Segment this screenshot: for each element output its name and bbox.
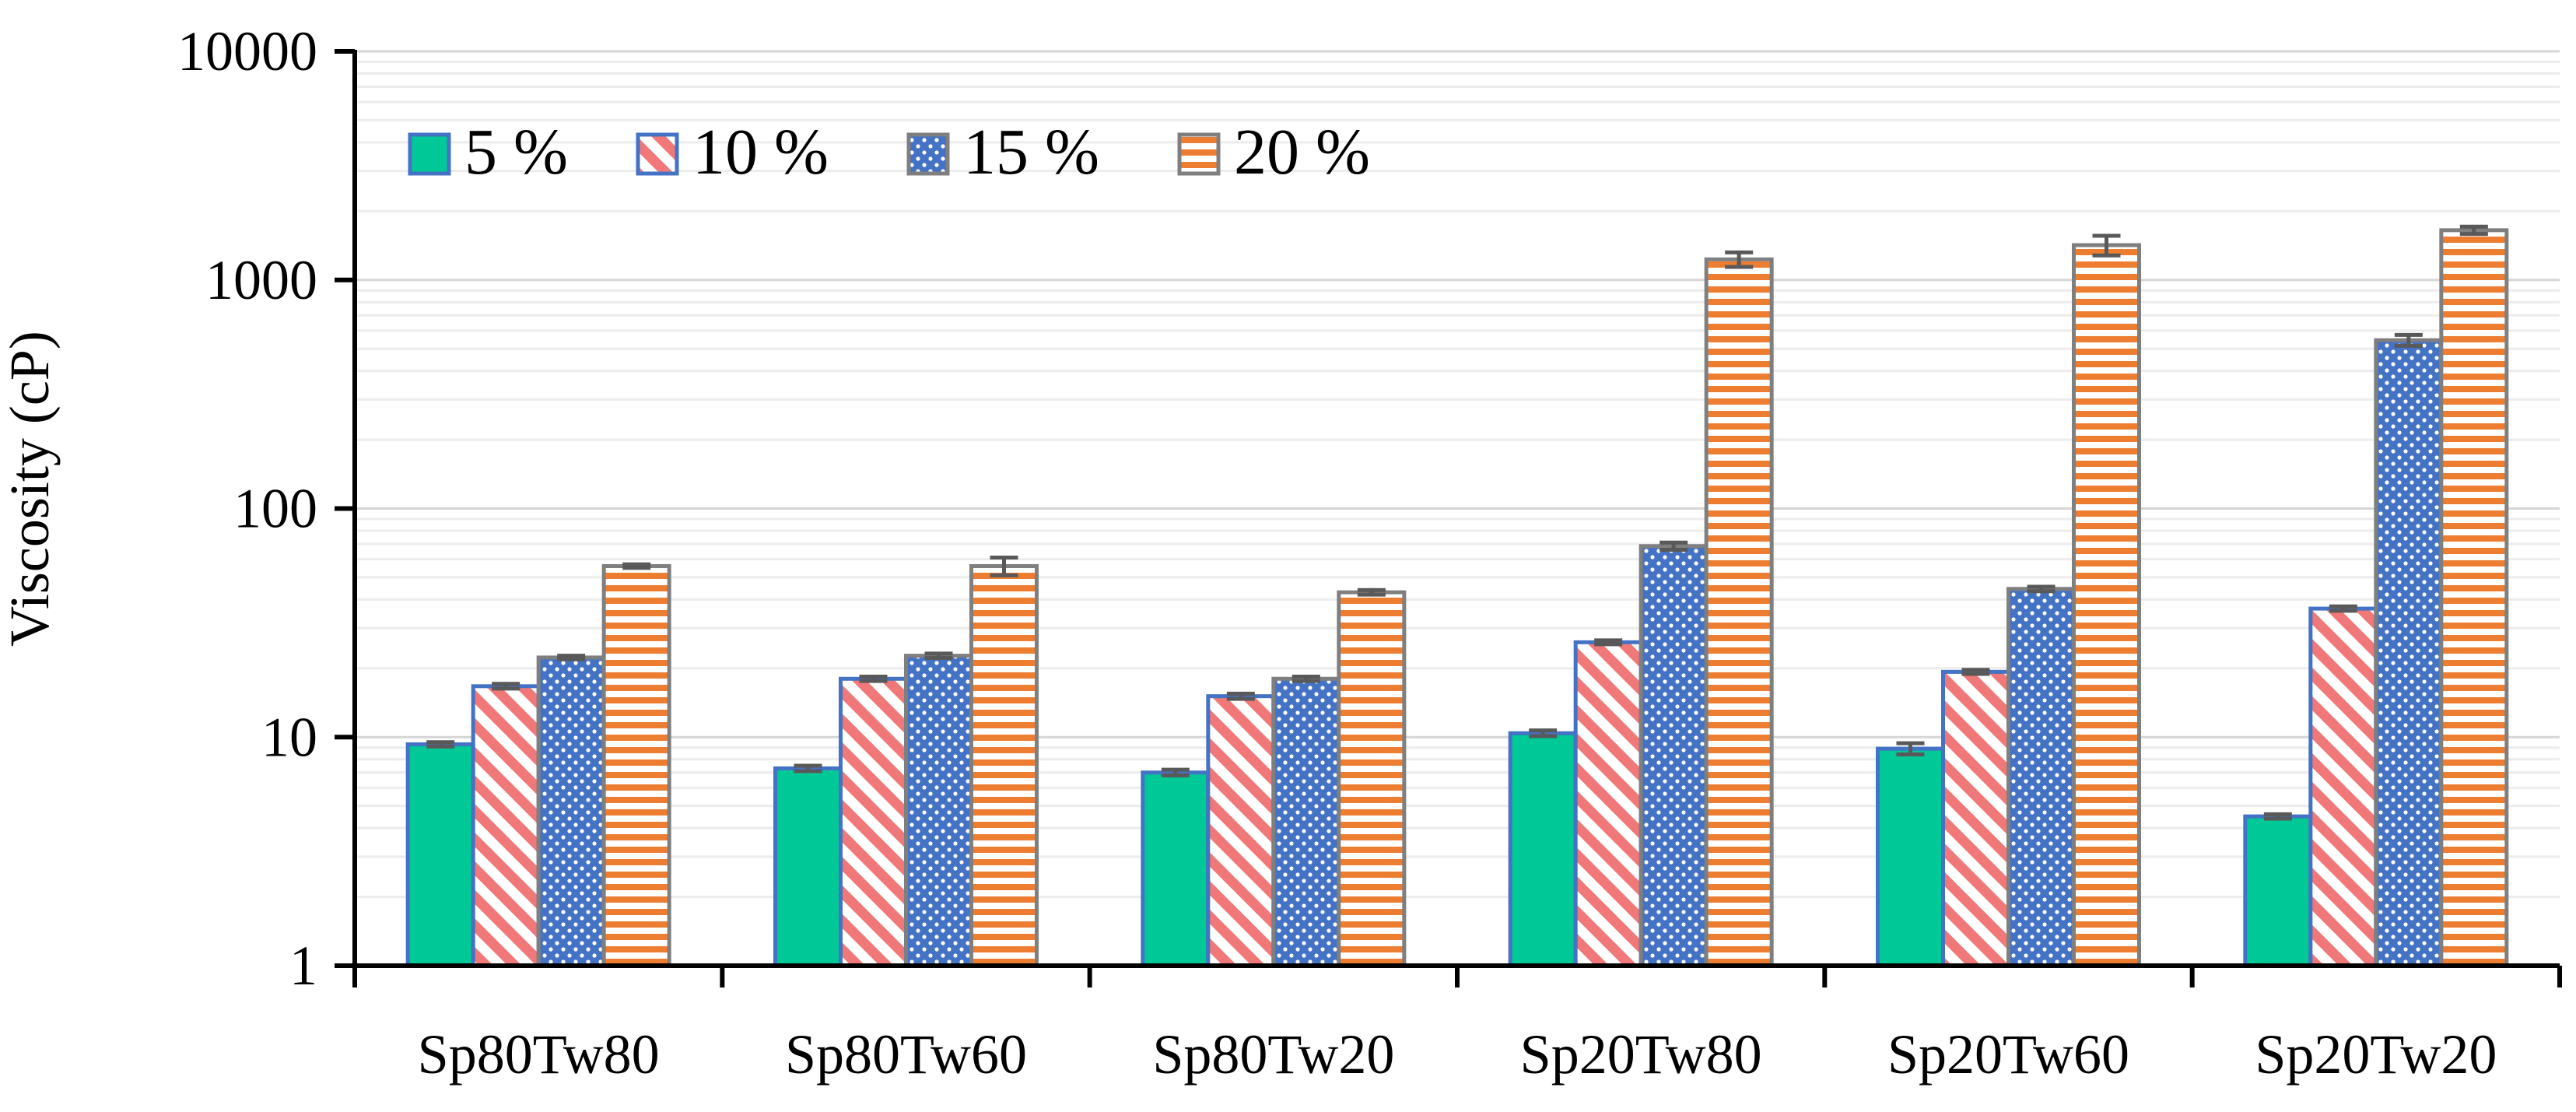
bar-solid (773, 766, 843, 968)
legend-label: 20 % (1234, 116, 1370, 188)
gridlines (355, 50, 2560, 899)
legend-swatch (636, 132, 679, 176)
legend-swatch (408, 132, 451, 176)
bar-horizontal (969, 563, 1039, 968)
y-tick-label: 10000 (177, 20, 317, 82)
bar-horizontal (1704, 257, 1774, 968)
bar-solid (1141, 770, 1211, 968)
y-tick-label: 1000 (205, 249, 317, 311)
bar-diagonal (2308, 606, 2378, 968)
legend-swatch (906, 132, 950, 176)
bar-dots (2374, 338, 2444, 968)
bar-diagonal (1941, 669, 2010, 968)
bar-solid (1508, 731, 1578, 968)
x-tick-label: Sp20Tw20 (2255, 1023, 2497, 1086)
y-axis-label: Viscosity (cP) (0, 331, 61, 647)
y-tick-label: 10 (261, 706, 317, 768)
legend: 5 % 10 % 15 % 20 % (408, 116, 1370, 188)
y-tick-label: 1 (289, 935, 317, 997)
bar-solid (405, 742, 475, 968)
x-tick-label: Sp80Tw60 (785, 1023, 1027, 1086)
x-tick-label: Sp80Tw80 (418, 1023, 660, 1086)
bar-dots (1271, 676, 1341, 968)
bar-dots (1638, 544, 1709, 968)
legend-label: 15 % (963, 116, 1099, 188)
axes: 1 10 100 1000 10000 Sp80Tw80 Sp80Tw60 Sp80Tw20 S… (177, 20, 2562, 1086)
x-tick-label: Sp20Tw80 (1520, 1023, 1762, 1086)
bar-horizontal (2072, 243, 2141, 968)
bars (405, 224, 2509, 968)
x-tick-label: Sp20Tw60 (1887, 1023, 2129, 1086)
bar-diagonal (839, 676, 908, 968)
x-tick-label: Sp80Tw20 (1152, 1023, 1394, 1086)
bar-horizontal (2439, 228, 2509, 968)
bar-dots (536, 655, 606, 968)
bar-solid (2243, 814, 2313, 968)
bar-dots (904, 654, 973, 968)
bar-diagonal (471, 684, 541, 968)
legend-swatch (1177, 132, 1221, 176)
bar-dots (2006, 587, 2076, 968)
bar-horizontal (1337, 590, 1407, 968)
bar-diagonal (1206, 694, 1276, 968)
legend-label: 5 % (464, 116, 568, 188)
bar-diagonal (1573, 640, 1643, 968)
y-tick-label: 100 (233, 478, 317, 540)
bar-solid (1876, 746, 1945, 968)
legend-label: 10 % (692, 116, 829, 188)
bar-horizontal (601, 563, 671, 968)
